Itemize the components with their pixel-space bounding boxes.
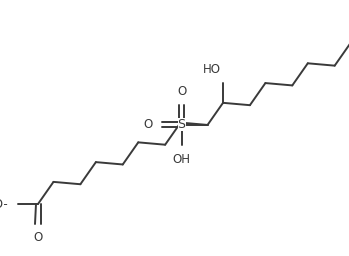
Text: O: O <box>34 231 43 244</box>
Text: HO: HO <box>203 63 221 76</box>
Text: S: S <box>178 119 186 131</box>
Text: O: O <box>177 85 186 98</box>
Text: O: O <box>143 119 153 131</box>
Text: OH: OH <box>172 153 191 166</box>
Text: HO-: HO- <box>0 197 9 210</box>
